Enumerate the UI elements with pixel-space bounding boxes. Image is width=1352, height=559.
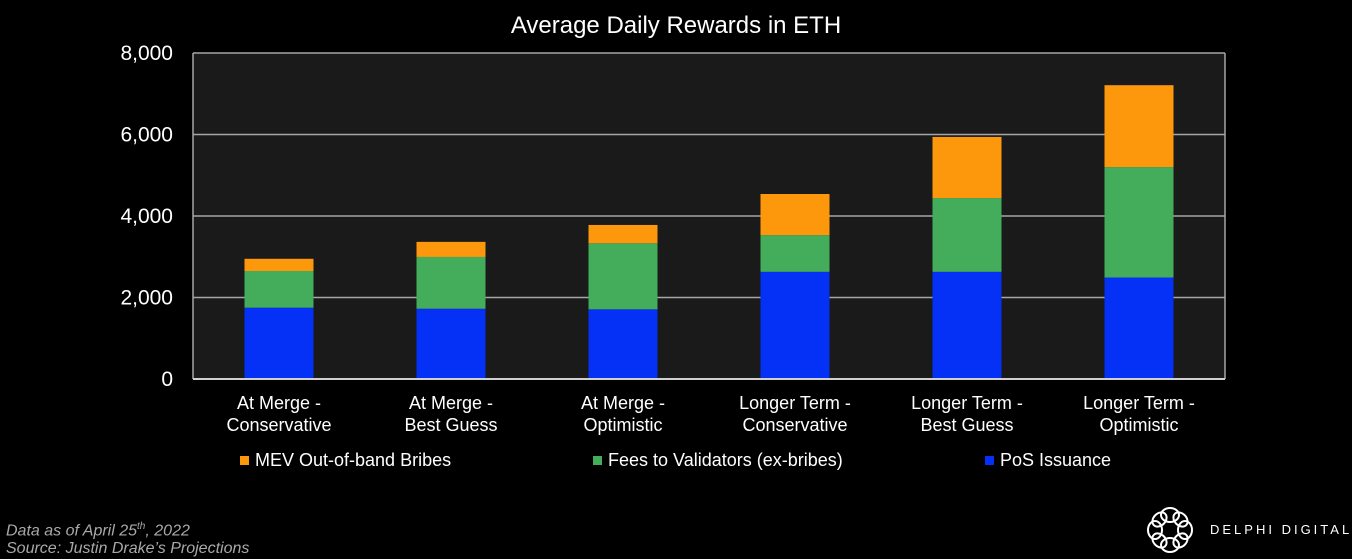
chart-title: Average Daily Rewards in ETH xyxy=(510,12,842,39)
x-tick-label: Conservative xyxy=(226,415,331,435)
footnote-source: Source: Justin Drake’s Projections xyxy=(6,540,250,557)
legend-label-pos: PoS Issuance xyxy=(1000,450,1112,470)
bar-segment-pos-issuance xyxy=(1104,277,1174,379)
bar-segment-fees-to-validators-ex-bribes xyxy=(760,235,830,272)
x-tick-label: Longer Term - xyxy=(739,393,851,413)
legend-label-fees: Fees to Validators (ex-bribes) xyxy=(608,450,843,470)
bar-segment-pos-issuance xyxy=(932,271,1002,379)
legend-item-fees: Fees to Validators (ex-bribes) xyxy=(593,450,843,471)
x-tick-label: Longer Term - xyxy=(1083,393,1195,413)
x-tick-label: Optimistic xyxy=(1099,415,1178,435)
bar-segment-mev-out-of-band-bribes xyxy=(1104,85,1174,168)
legend-label-mev: MEV Out-of-band Bribes xyxy=(255,450,452,470)
x-tick-label: Longer Term - xyxy=(911,393,1023,413)
x-tick-label: Best Guess xyxy=(920,415,1013,435)
delphi-knot-logo-icon xyxy=(1147,507,1193,553)
bar-segment-mev-out-of-band-bribes xyxy=(932,136,1002,199)
footnote-date-text: Data as of April 25 xyxy=(6,522,138,540)
brand-name: DELPHI DIGITAL xyxy=(1210,522,1352,537)
y-tick-label: 0 xyxy=(161,368,173,391)
legend-item-mev: MEV Out-of-band Bribes xyxy=(240,450,451,471)
bar-segment-fees-to-validators-ex-bribes xyxy=(244,271,314,308)
bar-segment-fees-to-validators-ex-bribes xyxy=(588,243,658,310)
legend-swatch-mev xyxy=(240,456,249,465)
x-tick-label: At Merge - xyxy=(237,393,321,413)
footnote-date-ordinal: th xyxy=(137,521,146,532)
x-tick-label: Optimistic xyxy=(583,415,662,435)
bar-segment-pos-issuance xyxy=(416,308,486,379)
y-tick-label: 6,000 xyxy=(120,124,173,147)
bar-segment-mev-out-of-band-bribes xyxy=(588,224,658,244)
bar-segment-mev-out-of-band-bribes xyxy=(760,193,830,236)
x-tick-label: Conservative xyxy=(742,415,847,435)
x-tick-label: At Merge - xyxy=(581,393,665,413)
bar-segment-mev-out-of-band-bribes xyxy=(244,258,314,272)
legend-swatch-fees xyxy=(593,456,602,465)
footnote-date-year: , 2022 xyxy=(145,522,190,540)
y-tick-label: 8,000 xyxy=(120,42,173,65)
bar-segment-pos-issuance xyxy=(588,309,658,379)
bar-segment-mev-out-of-band-bribes xyxy=(416,241,486,257)
x-tick-label: Best Guess xyxy=(404,415,497,435)
bar-segment-fees-to-validators-ex-bribes xyxy=(1104,167,1174,278)
bar-segment-pos-issuance xyxy=(760,271,830,379)
legend-item-pos: PoS Issuance xyxy=(985,450,1111,471)
footnote-date: Data as of April 25th, 2022 xyxy=(6,521,190,540)
y-tick-label: 4,000 xyxy=(120,205,173,228)
x-tick-label: At Merge - xyxy=(409,393,493,413)
bar-segment-pos-issuance xyxy=(244,307,314,379)
bar-segment-fees-to-validators-ex-bribes xyxy=(932,198,1002,272)
legend-swatch-pos xyxy=(985,456,994,465)
y-tick-label: 2,000 xyxy=(120,287,173,310)
bar-segment-fees-to-validators-ex-bribes xyxy=(416,256,486,309)
